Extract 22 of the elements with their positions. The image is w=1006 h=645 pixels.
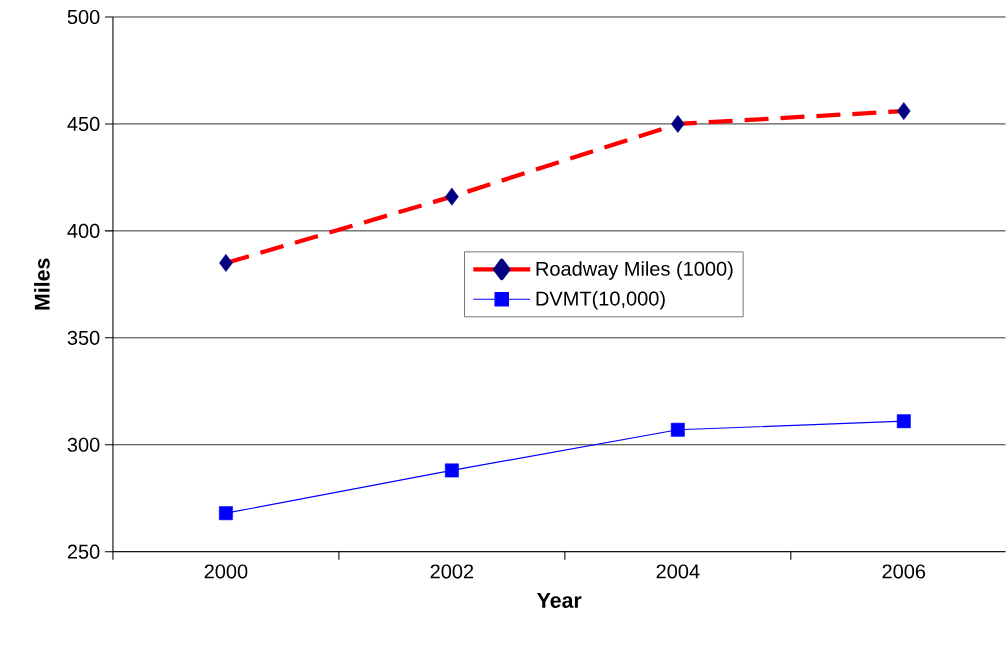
point <box>897 102 911 121</box>
y-tick-label: 300 <box>67 437 100 452</box>
y-tick-label: 400 <box>67 223 100 239</box>
point <box>445 187 459 206</box>
y-axis-title: Miles <box>34 258 50 310</box>
point <box>218 506 233 521</box>
point <box>670 423 685 437</box>
y-tick-label: 450 <box>67 117 100 132</box>
x-axis-title: Year <box>537 593 582 609</box>
y-tick-label: 500 <box>67 10 100 25</box>
legend-label: Roadway Miles (1000) <box>536 261 733 280</box>
x-tick-label: 2004 <box>656 564 700 579</box>
y-tick-label: 250 <box>67 544 100 559</box>
point <box>896 414 911 429</box>
legend-label: DVMT(10,000) <box>536 291 665 310</box>
x-tick-label: 2006 <box>882 564 926 579</box>
point <box>671 115 685 134</box>
y-tick-label: 350 <box>67 330 100 346</box>
point <box>444 463 459 478</box>
x-tick-label: 2002 <box>430 564 474 579</box>
point <box>219 254 233 273</box>
x-tick-label: 2000 <box>204 564 248 579</box>
